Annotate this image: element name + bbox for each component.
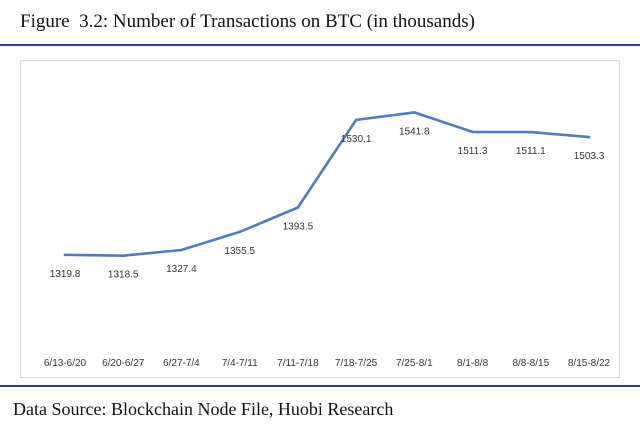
data-point-7	[471, 130, 474, 134]
bottom-rule	[0, 385, 640, 387]
data-label-4: 1393.5	[283, 222, 314, 233]
points-layer	[63, 111, 591, 257]
data-label-6: 1541.8	[399, 126, 430, 137]
x-tick-labels: 6/13-6/20 6/20-6/27 6/27-7/4 7/4-7/11 7/11-7…	[44, 358, 611, 369]
data-label-3: 1355.5	[224, 246, 255, 257]
data-point-4	[296, 206, 300, 209]
data-point-3	[238, 230, 241, 234]
data-label-9: 1503.3	[574, 151, 605, 162]
data-label-1: 1318.5	[108, 270, 139, 281]
data-point-0	[63, 253, 67, 257]
data-label-8: 1511.1	[516, 146, 546, 157]
x-tick-label-5: 7/18-7/25	[335, 358, 378, 369]
data-source-note: Data Source: Blockchain Node File, Huobi…	[13, 399, 394, 419]
x-tick-label-3: 7/4-7/11	[222, 358, 258, 369]
data-point-1	[121, 254, 125, 257]
data-point-2	[180, 248, 183, 252]
figure-title: Figure 3.2: Number of Transactions on BT…	[20, 11, 475, 32]
data-point-5	[354, 118, 358, 122]
chart-frame: 1319.8 1318.5 1327.4 1355.5 1393.5 1530.1 1541…	[20, 60, 620, 378]
data-label-7: 1511.3	[458, 146, 488, 157]
series-layer	[63, 111, 591, 257]
data-label-0: 1319.8	[50, 269, 81, 280]
series-line	[63, 111, 591, 257]
x-tick-label-2: 6/27-7/4	[163, 358, 200, 369]
x-tick-label-1: 6/20-6/27	[102, 358, 145, 369]
x-tick-label-7: 8/1-8/8	[457, 358, 489, 369]
data-label-2: 1327.4	[166, 264, 197, 275]
data-labels-layer: 1319.8 1318.5 1327.4 1355.5 1393.5 1530.1 1541…	[50, 126, 605, 280]
data-point-6	[413, 111, 416, 114]
top-rule	[0, 44, 640, 46]
x-tick-label-0: 6/13-6/20	[44, 358, 87, 369]
data-label-5: 1530.1	[341, 134, 372, 145]
x-tick-label-4: 7/11-7/18	[277, 358, 319, 369]
x-tick-label-6: 7/25-8/1	[396, 358, 433, 369]
data-point-9	[587, 135, 591, 139]
data-point-8	[529, 130, 533, 134]
x-tick-label-9: 8/15-8/22	[568, 358, 611, 369]
line-chart: 1319.8 1318.5 1327.4 1355.5 1393.5 1530.1 1541…	[44, 111, 611, 369]
x-tick-label-8: 8/8-8/15	[512, 358, 549, 369]
